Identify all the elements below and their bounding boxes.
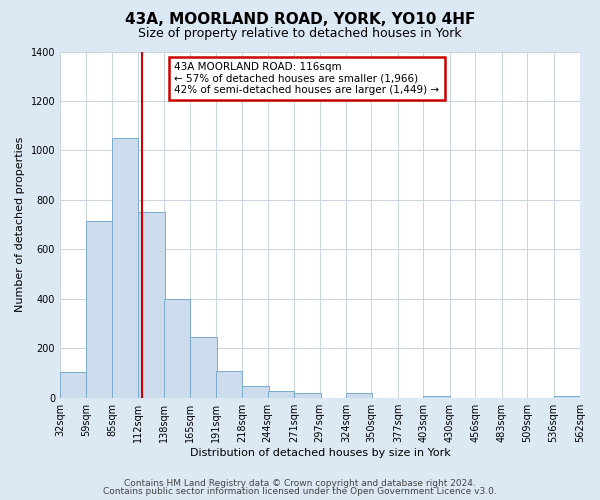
Bar xyxy=(60,372,86,398)
Bar xyxy=(268,391,294,398)
X-axis label: Distribution of detached houses by size in York: Distribution of detached houses by size … xyxy=(190,448,451,458)
Bar xyxy=(190,337,217,398)
Text: Contains HM Land Registry data © Crown copyright and database right 2024.: Contains HM Land Registry data © Crown c… xyxy=(124,478,476,488)
Text: 43A, MOORLAND ROAD, YORK, YO10 4HF: 43A, MOORLAND ROAD, YORK, YO10 4HF xyxy=(125,12,475,28)
Bar xyxy=(112,138,139,398)
Bar xyxy=(139,212,165,398)
Bar xyxy=(216,370,242,398)
Bar xyxy=(242,386,269,398)
Text: Size of property relative to detached houses in York: Size of property relative to detached ho… xyxy=(138,28,462,40)
Bar xyxy=(164,299,190,398)
Bar xyxy=(86,221,113,398)
Bar xyxy=(424,396,450,398)
Bar xyxy=(294,393,320,398)
Bar xyxy=(554,396,580,398)
Bar xyxy=(346,393,373,398)
Y-axis label: Number of detached properties: Number of detached properties xyxy=(15,137,25,312)
Text: Contains public sector information licensed under the Open Government Licence v3: Contains public sector information licen… xyxy=(103,487,497,496)
Text: 43A MOORLAND ROAD: 116sqm
← 57% of detached houses are smaller (1,966)
42% of se: 43A MOORLAND ROAD: 116sqm ← 57% of detac… xyxy=(175,62,440,95)
